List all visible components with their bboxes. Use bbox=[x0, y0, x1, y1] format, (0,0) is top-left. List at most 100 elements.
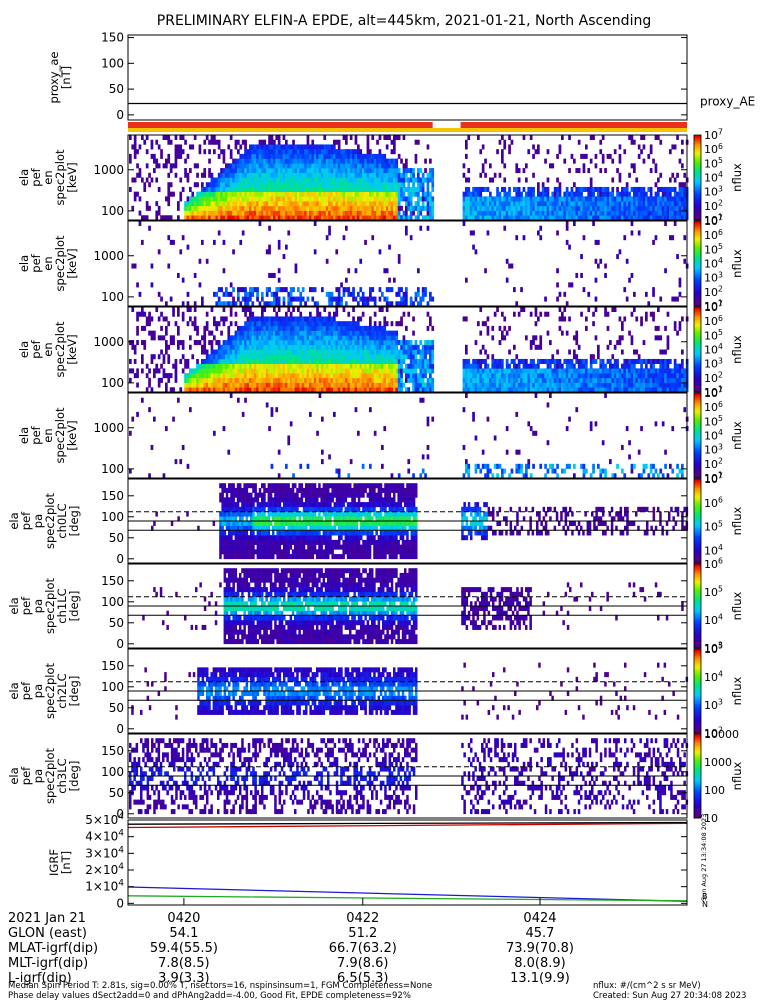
heatmap-cell bbox=[246, 301, 250, 307]
heatmap-cell bbox=[508, 201, 511, 207]
heatmap-cell bbox=[261, 358, 264, 364]
heatmap-cell bbox=[313, 321, 317, 327]
heatmap-cell bbox=[275, 191, 279, 197]
heatmap-cell bbox=[558, 215, 562, 221]
heatmap-cell bbox=[669, 196, 672, 202]
heatmap-cell bbox=[347, 373, 351, 379]
heatmap-cell bbox=[616, 377, 619, 383]
heatmap-cell bbox=[289, 301, 293, 307]
heatmap-cell bbox=[357, 153, 360, 159]
heatmap-cell bbox=[378, 363, 382, 369]
heatmap-cell bbox=[198, 210, 202, 216]
heatmap-cell bbox=[313, 340, 317, 346]
heatmap-cell bbox=[277, 168, 281, 174]
heatmap-cell bbox=[426, 311, 430, 317]
heatmap-cell bbox=[366, 144, 370, 150]
heatmap-cell bbox=[169, 296, 173, 302]
heatmap-cell bbox=[563, 215, 567, 221]
heatmap-cell bbox=[177, 153, 180, 159]
heatmap-cell bbox=[388, 349, 391, 355]
heatmap-cell bbox=[263, 172, 267, 178]
heatmap-cell bbox=[333, 387, 336, 393]
heatmap-cell bbox=[316, 186, 319, 192]
heatmap-cell bbox=[405, 373, 408, 379]
heatmap-cell bbox=[405, 296, 408, 302]
heatmap-cell bbox=[323, 307, 327, 313]
heatmap-cell bbox=[249, 172, 252, 178]
heatmap-cell bbox=[529, 363, 533, 369]
heatmap-cell bbox=[549, 377, 552, 383]
heatmap-cell bbox=[150, 282, 154, 288]
y-axis-label: [keV] bbox=[65, 162, 79, 192]
heatmap-cell bbox=[357, 363, 360, 369]
heatmap-cell bbox=[561, 382, 564, 388]
heatmap-cell bbox=[234, 377, 238, 383]
heatmap-cell bbox=[172, 307, 175, 313]
heatmap-cell bbox=[261, 316, 264, 322]
heatmap-cell bbox=[213, 349, 216, 355]
heatmap-cell bbox=[138, 210, 142, 216]
heatmap-cell bbox=[289, 382, 293, 388]
heatmap-cell bbox=[604, 377, 607, 383]
heatmap-cell bbox=[229, 201, 233, 207]
heatmap-cell bbox=[304, 149, 307, 155]
heatmap-cell bbox=[220, 382, 223, 388]
heatmap-cell bbox=[503, 163, 507, 169]
heatmap-cell bbox=[203, 168, 207, 174]
heatmap-cell bbox=[537, 144, 540, 150]
heatmap-cell bbox=[527, 205, 531, 211]
heatmap-cell bbox=[385, 210, 389, 216]
heatmap-cell bbox=[285, 349, 288, 355]
heatmap-cell bbox=[313, 163, 317, 169]
colorbar-cell bbox=[694, 179, 701, 183]
heatmap-cell bbox=[345, 335, 348, 341]
heatmap-cell bbox=[263, 153, 267, 159]
heatmap-cell bbox=[390, 196, 394, 202]
heatmap-cell bbox=[205, 201, 209, 207]
heatmap-cell bbox=[513, 215, 516, 221]
heatmap-cell bbox=[520, 205, 523, 211]
heatmap-cell bbox=[237, 163, 240, 169]
heatmap-cell bbox=[280, 321, 283, 327]
heatmap-cell bbox=[251, 358, 255, 364]
heatmap-cell bbox=[253, 335, 257, 341]
heatmap-cell bbox=[167, 139, 171, 145]
heatmap-cell bbox=[551, 387, 555, 393]
heatmap-cell bbox=[237, 387, 240, 393]
heatmap-cell bbox=[275, 373, 279, 379]
heatmap-cell bbox=[246, 158, 250, 164]
heatmap-cell bbox=[553, 201, 557, 207]
heatmap-cell bbox=[323, 382, 327, 388]
heatmap-cell bbox=[191, 368, 195, 374]
heatmap-cell bbox=[282, 349, 286, 355]
heatmap-cell bbox=[246, 201, 250, 207]
heatmap-cell bbox=[220, 368, 223, 374]
heatmap-cell bbox=[141, 340, 144, 346]
heatmap-cell bbox=[390, 377, 394, 383]
heatmap-cell bbox=[469, 205, 473, 211]
heatmap-cell bbox=[157, 163, 161, 169]
heatmap-cell bbox=[642, 196, 646, 202]
heatmap-cell bbox=[321, 168, 324, 174]
heatmap-cell bbox=[537, 201, 540, 207]
heatmap-cell bbox=[162, 335, 166, 341]
colorbar-cell bbox=[694, 141, 701, 144]
heatmap-cell bbox=[381, 368, 384, 374]
heatmap-cell bbox=[297, 354, 300, 360]
heatmap-cell bbox=[229, 149, 233, 155]
heatmap-cell bbox=[417, 210, 420, 216]
heatmap-cell bbox=[263, 301, 267, 307]
heatmap-cell bbox=[371, 330, 375, 336]
colorbar-cell bbox=[694, 293, 701, 296]
heatmap-cell bbox=[613, 215, 617, 221]
heatmap-cell bbox=[565, 186, 569, 192]
heatmap-cell bbox=[498, 340, 502, 346]
heatmap-cell bbox=[573, 335, 576, 341]
heatmap-cell bbox=[234, 373, 238, 379]
heatmap-cell bbox=[510, 368, 514, 374]
heatmap-cell bbox=[256, 182, 259, 188]
heatmap-cell bbox=[537, 382, 540, 388]
heatmap-cell bbox=[484, 172, 487, 178]
heatmap-cell bbox=[496, 201, 499, 207]
heatmap-cell bbox=[304, 377, 307, 383]
